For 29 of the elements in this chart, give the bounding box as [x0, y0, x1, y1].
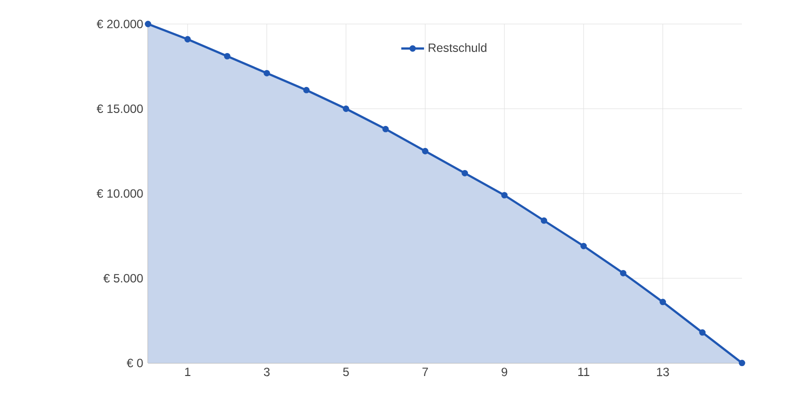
y-tick-label: € 10.000 — [96, 189, 143, 198]
point — [699, 329, 706, 336]
point — [342, 106, 350, 112]
point — [462, 170, 468, 176]
x-tick-label: 13 — [657, 368, 669, 376]
point — [620, 270, 626, 276]
point — [738, 360, 746, 366]
point — [540, 217, 548, 224]
x-tick-label: 9 — [502, 368, 508, 376]
point — [303, 86, 310, 94]
point — [264, 70, 270, 76]
y-tick-label: € 5.000 — [103, 274, 143, 282]
point — [184, 36, 191, 42]
point — [501, 192, 508, 198]
point — [382, 126, 389, 132]
point — [144, 20, 152, 28]
y-tick-label: € 0 — [126, 358, 143, 368]
point — [660, 298, 666, 306]
y-tick-label: € 20.000 — [96, 20, 143, 28]
point — [224, 52, 230, 60]
x-tick-label: 7 — [422, 368, 428, 376]
y-tick-label: € 15.000 — [96, 104, 143, 113]
point — [580, 242, 587, 250]
point — [422, 148, 428, 154]
x-tick-label: 11 — [578, 368, 590, 376]
x-tick-label: 3 — [264, 368, 270, 376]
x-tick-label: 1 — [185, 368, 190, 376]
legend-label: Restschuld — [428, 43, 486, 52]
x-tick-label: 5 — [343, 368, 349, 376]
